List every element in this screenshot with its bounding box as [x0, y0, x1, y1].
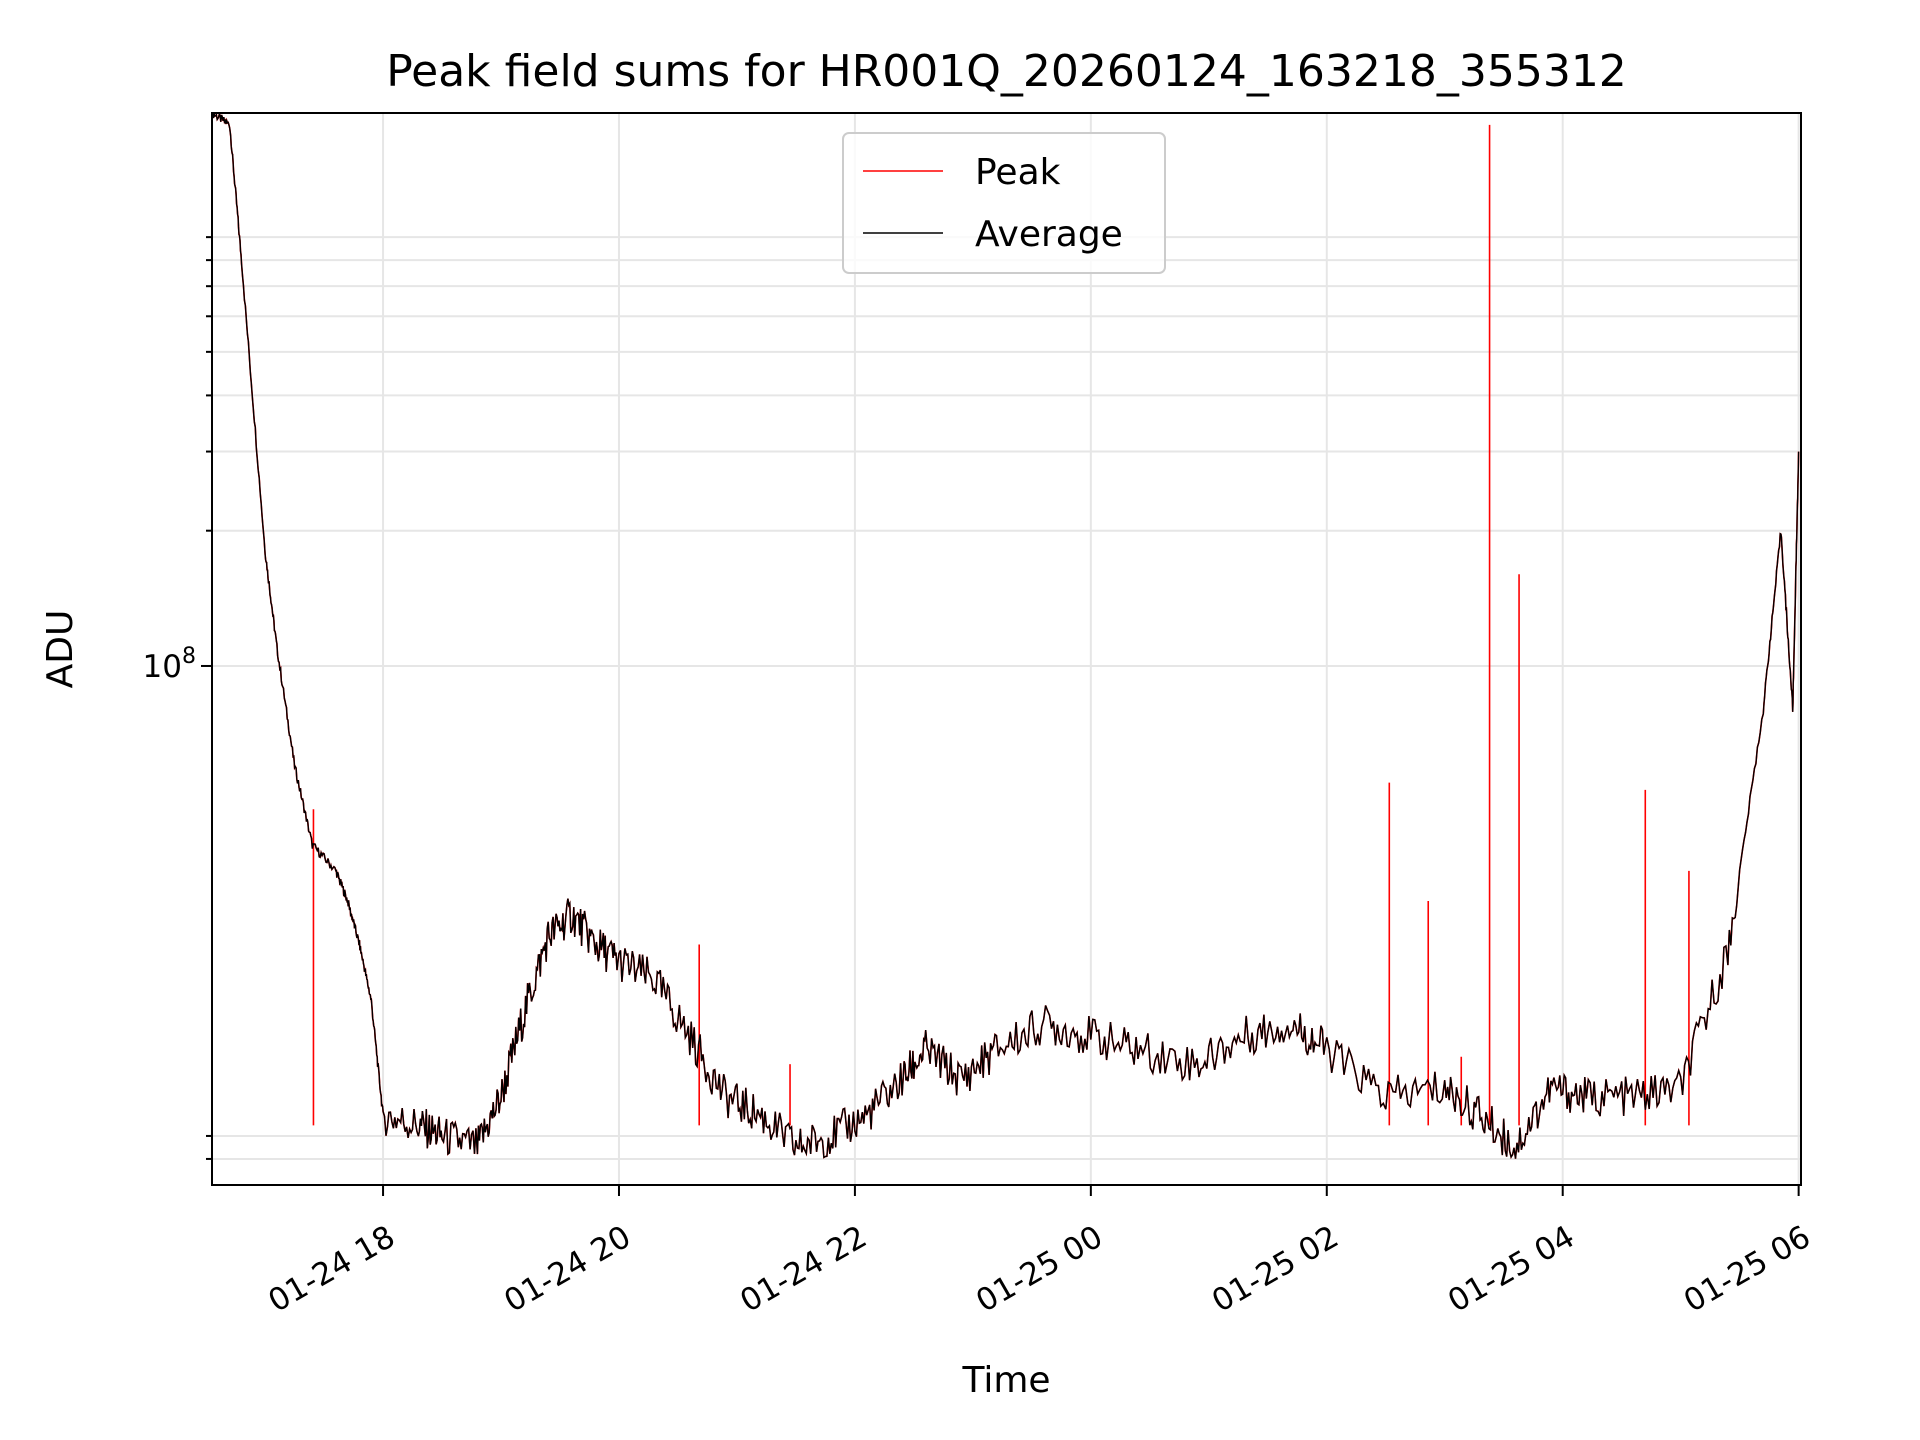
- grid: [212, 113, 1801, 1185]
- legend-box: [842, 132, 1166, 274]
- x-axis-label: Time: [961, 1360, 1050, 1401]
- legend: Peak Average: [842, 132, 1166, 274]
- legend-label-peak: Peak: [975, 152, 1061, 193]
- axes-frame: [211, 112, 1802, 1186]
- series-line-average: [212, 113, 1800, 1159]
- y-tick-label: 108: [143, 644, 196, 685]
- plot-area: [212, 113, 1800, 1160]
- y-axis-label: ADU: [40, 610, 81, 689]
- legend-label-average: Average: [975, 214, 1123, 255]
- chart-title: Peak field sums for HR001Q_20260124_1632…: [386, 46, 1627, 97]
